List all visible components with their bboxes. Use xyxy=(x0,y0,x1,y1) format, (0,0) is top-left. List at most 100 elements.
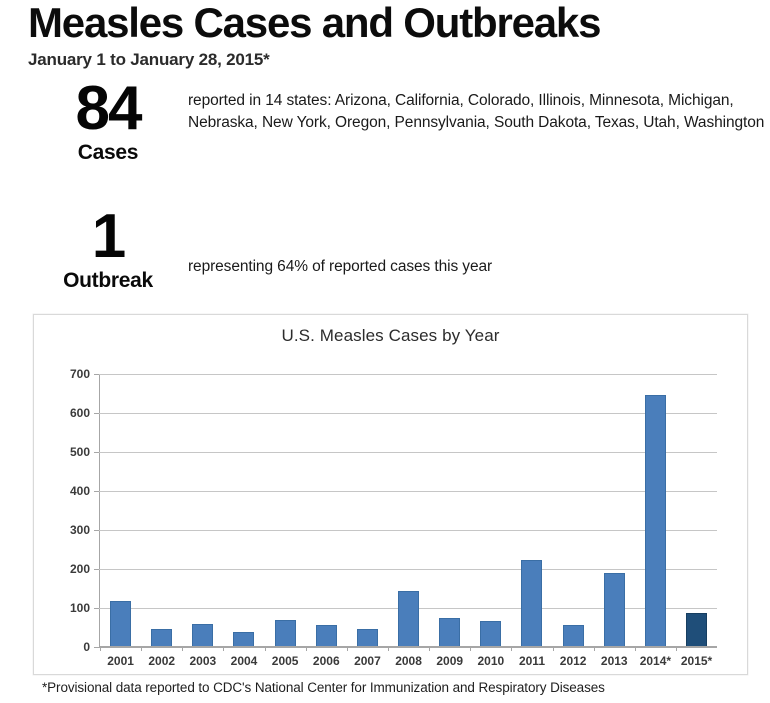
y-axis-label: 300 xyxy=(69,523,90,537)
footnote: *Provisional data reported to CDC's Nati… xyxy=(42,680,605,695)
y-axis-label: 200 xyxy=(69,562,90,576)
bar-slot: 2013 xyxy=(593,374,635,668)
bar-slot: 2014* xyxy=(634,374,676,668)
gridline xyxy=(99,374,717,375)
x-axis-label: 2013 xyxy=(600,654,628,668)
y-axis-label: 600 xyxy=(69,406,90,420)
x-axis-tick xyxy=(346,646,348,651)
x-axis-tick xyxy=(470,646,472,651)
outbreak-number-column: 1 Outbreak xyxy=(28,202,188,293)
page-header: Measles Cases and Outbreaks January 1 to… xyxy=(28,2,758,70)
bar-slot: 2005 xyxy=(264,374,306,668)
x-axis-label: 2008 xyxy=(395,654,422,668)
y-axis-tick xyxy=(94,569,99,570)
bar-2005 xyxy=(274,620,296,646)
gridline xyxy=(99,491,717,492)
x-axis-tick xyxy=(593,646,595,651)
bar-slot: 2012 xyxy=(552,374,594,668)
x-axis-label: 2006 xyxy=(312,654,340,668)
x-axis-label: 2009 xyxy=(436,654,464,668)
bar-2012 xyxy=(562,624,584,646)
y-axis-tick xyxy=(94,647,99,648)
x-axis-label: 2015* xyxy=(680,654,713,668)
y-axis-tick xyxy=(94,452,99,453)
y-axis-tick xyxy=(94,491,99,492)
bar-2013 xyxy=(603,573,625,646)
gridline xyxy=(99,530,717,531)
x-axis-tick xyxy=(182,646,184,651)
x-axis-tick xyxy=(305,646,307,651)
x-axis-label: 2001 xyxy=(107,654,134,668)
x-axis-tick xyxy=(552,646,554,651)
cases-number-column: 84 Cases xyxy=(28,74,188,165)
y-axis-tick xyxy=(94,530,99,531)
page-subtitle: January 1 to January 28, 2015* xyxy=(28,50,270,69)
bar-2006 xyxy=(315,624,337,646)
x-axis-tick xyxy=(223,646,225,651)
chart-title: U.S. Measles Cases by Year xyxy=(281,326,500,345)
bar-slot: 2004 xyxy=(223,374,264,668)
bar-2011 xyxy=(521,560,543,646)
stat-block-cases: 84 Cases reported in 14 states: Arizona,… xyxy=(28,74,768,165)
x-axis-label: 2003 xyxy=(189,654,217,668)
plot-area: 0 100 200 300 400 500 600 700 2001 2002 2003 2004 2… xyxy=(70,367,717,668)
outbreak-label: Outbreak xyxy=(63,269,153,293)
x-axis-label: 2004 xyxy=(230,654,258,668)
gridline xyxy=(99,452,717,453)
x-axis-label: 2012 xyxy=(559,654,587,668)
x-axis-label: 2011 xyxy=(518,654,545,668)
bar-slot: 2011 xyxy=(511,374,552,668)
stat-block-outbreak: 1 Outbreak representing 64% of reported … xyxy=(28,202,768,293)
x-axis-label: 2007 xyxy=(354,654,381,668)
y-axis-tick xyxy=(94,374,99,375)
y-axis-line xyxy=(99,374,100,647)
y-axis-tick xyxy=(94,608,99,609)
bar-2001 xyxy=(110,600,132,646)
bar-slot: 2015* xyxy=(675,374,717,668)
gridline xyxy=(99,647,717,648)
y-axis-label: 100 xyxy=(69,601,90,615)
outbreak-description: representing 64% of reported cases this … xyxy=(188,258,493,275)
y-axis-label: 0 xyxy=(83,640,90,654)
bar-slot: 2006 xyxy=(305,374,347,668)
cases-description: reported in 14 states: Arizona, Californ… xyxy=(188,92,765,132)
cases-description-column: reported in 14 states: Arizona, Californ… xyxy=(188,80,768,135)
bar-2007 xyxy=(356,629,378,646)
gridline xyxy=(99,413,717,414)
bar-2010 xyxy=(480,621,502,646)
outbreak-description-column: representing 64% of reported cases this … xyxy=(188,208,768,278)
bar-slot: 2009 xyxy=(429,374,470,668)
x-axis-label: 2014* xyxy=(639,654,672,668)
bar-2014 xyxy=(644,394,666,646)
x-axis-tick xyxy=(141,646,143,651)
bar-slot: 2002 xyxy=(141,374,182,668)
x-axis-label: 2002 xyxy=(148,654,176,668)
bar-2015 xyxy=(686,613,708,646)
x-axis-tick xyxy=(100,646,101,651)
bar-2009 xyxy=(439,618,461,646)
x-axis-tick xyxy=(264,646,266,651)
cases-count: 84 xyxy=(75,74,143,143)
x-axis-label: 2010 xyxy=(477,654,505,668)
x-axis-tick xyxy=(387,646,389,651)
bar-slot: 2001 xyxy=(100,374,141,668)
chart-panel: U.S. Measles Cases by Year 0 100 200 300 400… xyxy=(33,314,748,675)
bars-layer: 2001 2002 2003 2004 2005 2006 2007 2008 2009 2010… xyxy=(100,374,717,668)
y-axis-label: 700 xyxy=(69,367,90,381)
outbreak-count: 1 xyxy=(91,202,126,271)
bar-2003 xyxy=(192,624,214,646)
bar-2002 xyxy=(151,628,173,646)
x-axis-tick xyxy=(634,646,636,651)
gridline xyxy=(99,569,717,570)
bar-slot: 2010 xyxy=(470,374,511,668)
bar-2004 xyxy=(233,631,255,646)
bar-slot: 2008 xyxy=(387,374,429,668)
x-axis-tick xyxy=(675,646,677,651)
x-axis-tick xyxy=(429,646,431,651)
y-axis-label: 400 xyxy=(69,484,90,498)
bar-slot: 2007 xyxy=(346,374,388,668)
y-axis-label: 500 xyxy=(69,445,90,459)
page-title: Measles Cases and Outbreaks xyxy=(28,0,601,46)
y-axis-tick xyxy=(94,413,99,414)
